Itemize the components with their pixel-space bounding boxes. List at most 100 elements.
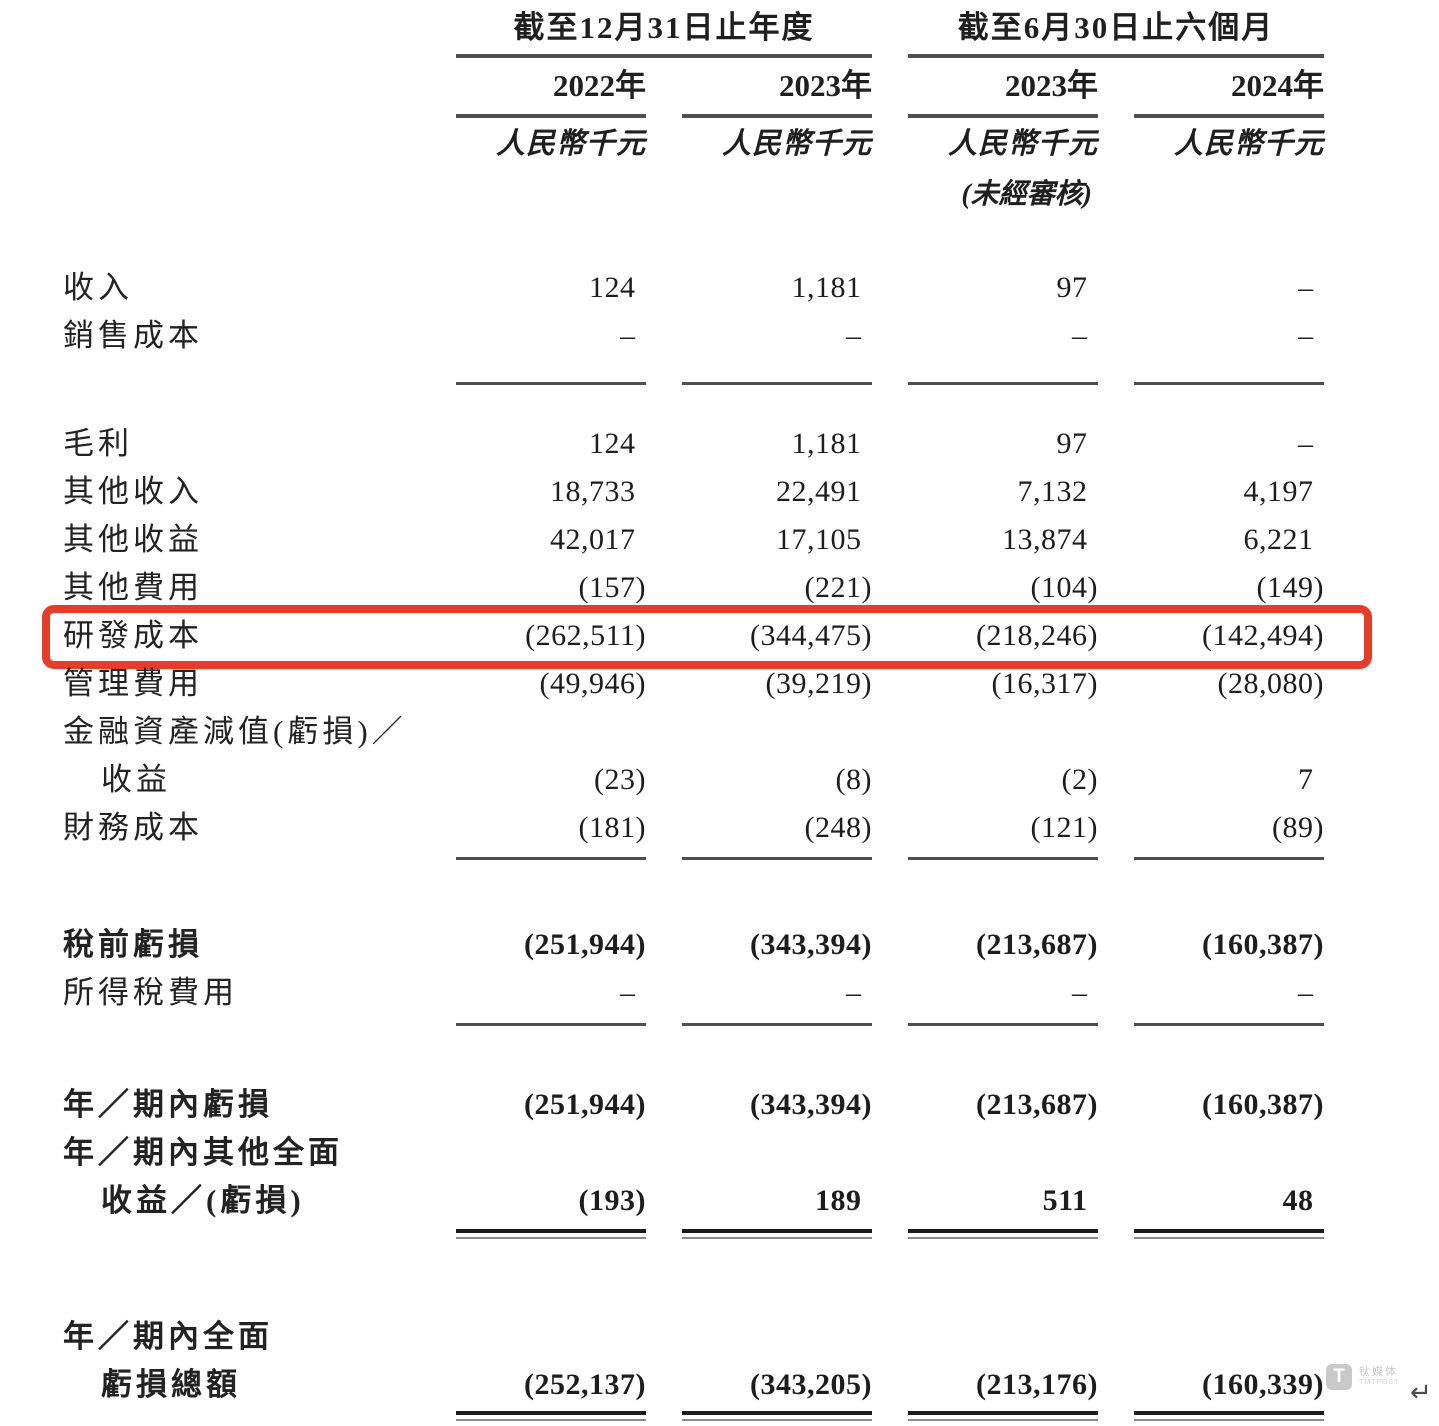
unit-label: 人民幣千元 [721, 128, 872, 160]
value-cell: 1,181) [791, 427, 862, 460]
value-cell: 97) [1056, 427, 1088, 460]
double-rule-line [908, 1229, 1098, 1239]
table-row-rd-costs: 研發成本 (262,511) (344,475) (218,246) (142,… [42, 605, 1372, 669]
value-cell: 18,733) [550, 475, 636, 508]
value-cell: (142,494) [1202, 619, 1324, 652]
table-row-impairment-label: 金融資產減值(虧損)／ [63, 708, 1324, 756]
table-row-gross-profit: 毛利 124) 1,181) 97) –) [63, 420, 1324, 468]
value-cell: (221) [804, 571, 872, 604]
value-cell: (160,339) [1202, 1368, 1324, 1401]
value-cell: (104) [1030, 571, 1098, 604]
value-cell: (89) [1272, 811, 1324, 844]
value-cell: 6,221) [1243, 523, 1314, 556]
row-label: 研發成本 [63, 618, 203, 653]
rule-line [682, 1023, 872, 1026]
value-cell: (193) [578, 1184, 646, 1217]
table-row-total-comprehensive-label: 年／期內全面 [63, 1313, 1324, 1361]
value-cell: 48) [1282, 1184, 1314, 1217]
value-cell: (39,219) [765, 667, 872, 700]
value-cell: (157) [578, 571, 646, 604]
watermark-brand-sub: TMTPOST [1359, 1379, 1400, 1386]
value-cell: (248) [804, 811, 872, 844]
return-arrow-icon: ↵ [1410, 1378, 1432, 1408]
tmtpost-logo-icon: T [1326, 1364, 1352, 1390]
table-row-finance-costs: 財務成本 (181) (248) (121) (89) [63, 804, 1324, 852]
table-row-oci-label: 年／期內其他全面 [63, 1129, 1324, 1177]
value-cell: 189) [815, 1184, 862, 1217]
row-label: 收入 [63, 270, 133, 305]
value-cell: (2) [1061, 763, 1098, 796]
year-header-rule [63, 114, 1324, 118]
table-row-oci-values: 收益／(虧損) (193) 189) 511) 48) [63, 1177, 1324, 1225]
value-cell: –) [1298, 427, 1314, 460]
separator-rule [63, 1023, 1324, 1026]
year-header-2022: 2022年 [553, 68, 646, 103]
year-header-2024-interim: 2024年 [1231, 68, 1324, 103]
value-cell: (181) [578, 811, 646, 844]
rule-line [908, 54, 1324, 58]
rule-line [456, 1023, 646, 1026]
value-cell: (343,394) [750, 928, 872, 961]
rule-line [1134, 1023, 1324, 1026]
unit-row: 人民幣千元 人民幣千元 人民幣千元 人民幣千元 [63, 118, 1324, 170]
row-label: 管理費用 [63, 666, 203, 701]
value-cell: 42,017) [550, 523, 636, 556]
rule-line [456, 382, 646, 385]
double-rule-line [1134, 1411, 1324, 1421]
row-label: 毛利 [63, 426, 133, 461]
value-cell: (262,511) [525, 619, 646, 652]
double-rule-line [908, 1411, 1098, 1421]
rule-line [908, 382, 1098, 385]
table-header-years: 2022年 2023年 2023年 2024年 [63, 58, 1324, 114]
row-label: 年／期內虧損 [63, 1087, 273, 1122]
unaudited-row: (未經審核) [63, 170, 1324, 220]
rule-line [682, 382, 872, 385]
value-cell: –) [1298, 976, 1314, 1009]
rule-line [682, 857, 872, 860]
rule-line [908, 857, 1098, 860]
rule-line [1134, 114, 1324, 118]
row-label: 其他收入 [63, 474, 203, 509]
rule-line [456, 857, 646, 860]
year-header-2023-interim: 2023年 [1005, 68, 1098, 103]
value-cell: 124) [589, 271, 636, 304]
value-cell: 511) [1042, 1184, 1088, 1217]
value-cell: (23) [594, 763, 646, 796]
unit-label: 人民幣千元 [947, 128, 1098, 160]
table-row-impairment-values: 收益 (23) (8) (2) 7) [63, 756, 1324, 804]
value-cell: (213,176) [976, 1368, 1098, 1401]
value-cell: 4,197) [1243, 475, 1314, 508]
tmtpost-watermark: T 钛媒体 TMTPOST [1326, 1364, 1399, 1390]
watermark-brand: 钛媒体 [1359, 1366, 1398, 1378]
rule-line [1134, 382, 1324, 385]
double-rule-line [456, 1411, 646, 1421]
value-cell: (160,387) [1202, 1088, 1324, 1121]
table-row-loss-before-tax: 稅前虧損 (251,944) (343,394) (213,687) (160,… [63, 921, 1324, 969]
column-group-annual-title: 截至12月31日止年度 [513, 10, 815, 45]
double-rule-line [456, 1229, 646, 1239]
value-cell: –) [846, 976, 862, 1009]
value-cell: –) [1072, 976, 1088, 1009]
row-label: 其他收益 [63, 522, 203, 557]
table-row-revenue: 收入 124) 1,181) 97) –) [63, 264, 1324, 312]
value-cell: (344,475) [750, 619, 872, 652]
row-label: 虧損總額 [101, 1367, 241, 1402]
separator-rule [63, 382, 1324, 385]
row-label: 銷售成本 [63, 318, 203, 353]
value-cell: –) [1298, 319, 1314, 352]
value-cell: –) [620, 319, 636, 352]
column-group-interim-title: 截至6月30日止六個月 [957, 10, 1275, 45]
value-cell: (149) [1256, 571, 1324, 604]
rule-line [456, 114, 646, 118]
value-cell: (251,944) [524, 928, 646, 961]
double-rule [63, 1229, 1324, 1239]
row-label: 收益 [101, 762, 171, 797]
value-cell: 22,491) [776, 475, 862, 508]
table-row-cost-of-sales: 銷售成本 –) –) –) –) [63, 312, 1324, 360]
row-label: 收益／(虧損) [101, 1183, 305, 1218]
double-rule-line [1134, 1229, 1324, 1239]
table-row-admin-expenses: 管理費用 (49,946) (39,219) (16,317) (28,080) [63, 660, 1324, 708]
double-rule-line [682, 1411, 872, 1421]
row-label: 金融資產減值(虧損)／ [63, 714, 407, 749]
unit-label: 人民幣千元 [495, 128, 646, 160]
